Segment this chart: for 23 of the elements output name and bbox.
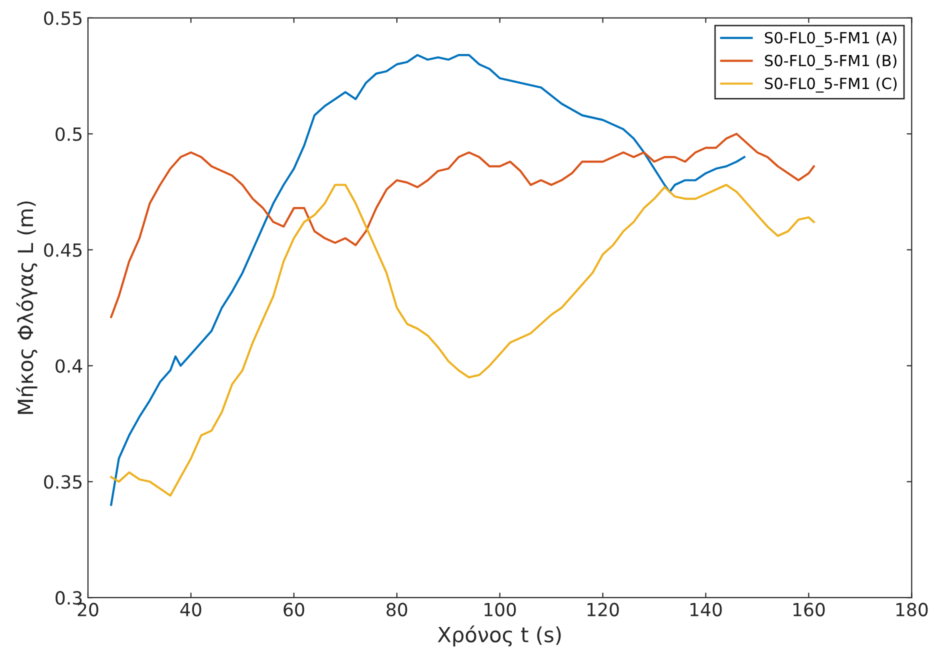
line-series xyxy=(110,184,815,497)
y-axis-title: Μήκος Φλόγας L (m) xyxy=(16,201,38,414)
line-series xyxy=(110,132,815,318)
x-tick-label: 40 xyxy=(180,602,202,616)
y-tick-label: 0.5 xyxy=(56,127,82,141)
x-tick-label: 100 xyxy=(484,602,516,616)
y-tick-label: 0.35 xyxy=(44,475,82,489)
x-axis-title: Χρόνος t (s) xyxy=(438,625,561,647)
y-tick-label: 0.3 xyxy=(56,591,82,605)
x-tick-label: 140 xyxy=(690,602,722,616)
x-tick-label: 120 xyxy=(588,602,619,616)
y-tick-label: 0.45 xyxy=(44,243,82,257)
line-series xyxy=(110,54,746,506)
x-tick-label: 20 xyxy=(78,602,98,616)
x-tick-label: 180 xyxy=(896,602,928,616)
legend-label: S0-FL0_5-FM1 (B) xyxy=(764,54,896,70)
legend-label: S0-FL0_5-FM1 (C) xyxy=(764,77,897,93)
y-tick-label: 0.4 xyxy=(56,359,82,373)
x-tick-label: 60 xyxy=(284,602,304,616)
x-tick-label: 160 xyxy=(793,602,825,616)
x-tick-label: 80 xyxy=(386,602,408,616)
legend-label: S0-FL0_5-FM1 (A) xyxy=(764,32,896,47)
y-tick-label: 0.55 xyxy=(44,11,82,26)
